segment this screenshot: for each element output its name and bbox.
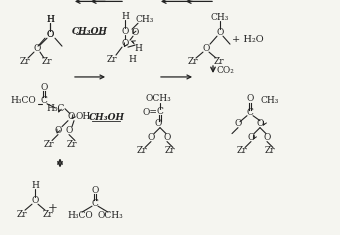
- Text: C: C: [91, 199, 99, 208]
- Text: O: O: [31, 196, 39, 205]
- Text: O: O: [234, 119, 242, 128]
- Text: H₃CO: H₃CO: [67, 211, 93, 220]
- Text: Zr: Zr: [107, 55, 117, 63]
- Text: C: C: [246, 108, 253, 117]
- Text: O=: O=: [142, 108, 157, 117]
- Text: O: O: [54, 126, 62, 135]
- Text: +: +: [48, 202, 58, 215]
- Text: CH₃: CH₃: [136, 15, 154, 24]
- Text: H: H: [31, 181, 39, 190]
- Text: O: O: [65, 126, 73, 135]
- Text: H: H: [46, 15, 54, 24]
- Text: CH₃: CH₃: [211, 13, 229, 22]
- Text: O: O: [91, 186, 99, 195]
- Text: Zr: Zr: [67, 140, 77, 149]
- Text: O: O: [121, 27, 129, 36]
- Text: O: O: [121, 39, 129, 48]
- Text: H: H: [134, 44, 142, 53]
- Text: H: H: [46, 15, 54, 24]
- Text: C: C: [40, 96, 48, 105]
- Text: O: O: [46, 30, 54, 39]
- Text: Zr: Zr: [188, 57, 198, 66]
- Text: O: O: [131, 28, 139, 37]
- Text: H₃CO: H₃CO: [10, 96, 36, 105]
- Text: H: H: [121, 12, 129, 21]
- Text: O: O: [46, 30, 54, 39]
- Text: Zr: Zr: [214, 57, 224, 66]
- Text: Zr: Zr: [137, 146, 147, 155]
- Text: O: O: [202, 44, 210, 53]
- Text: Zr: Zr: [165, 146, 175, 155]
- Text: CH₃OH: CH₃OH: [72, 27, 108, 36]
- Text: Zr: Zr: [42, 57, 52, 66]
- Text: O: O: [147, 133, 155, 142]
- Text: O: O: [256, 119, 264, 128]
- Text: Zr: Zr: [44, 140, 54, 149]
- Text: Zr: Zr: [237, 146, 247, 155]
- Text: O: O: [216, 28, 224, 37]
- Text: + H₂O: + H₂O: [232, 35, 264, 44]
- Text: H: H: [128, 55, 136, 63]
- Text: O: O: [154, 119, 162, 128]
- Text: OH: OH: [75, 112, 91, 121]
- Text: O: O: [163, 133, 171, 142]
- Text: O: O: [67, 112, 75, 121]
- Text: O: O: [246, 94, 254, 103]
- Text: OCH₃: OCH₃: [145, 94, 171, 103]
- Text: O: O: [247, 133, 255, 142]
- Text: CO₂: CO₂: [216, 67, 234, 75]
- Text: CH₃OH: CH₃OH: [89, 113, 125, 122]
- Text: Zr: Zr: [17, 210, 27, 219]
- Text: C: C: [156, 107, 164, 116]
- Text: O: O: [33, 44, 41, 53]
- Text: O: O: [40, 83, 48, 92]
- Text: O: O: [263, 133, 271, 142]
- Text: Zr: Zr: [20, 57, 30, 66]
- Text: OCH₃: OCH₃: [97, 211, 123, 220]
- Text: Zr: Zr: [265, 146, 275, 155]
- Text: Zr: Zr: [43, 210, 53, 219]
- Text: H₃C: H₃C: [47, 104, 65, 113]
- Text: CH₃: CH₃: [261, 96, 279, 105]
